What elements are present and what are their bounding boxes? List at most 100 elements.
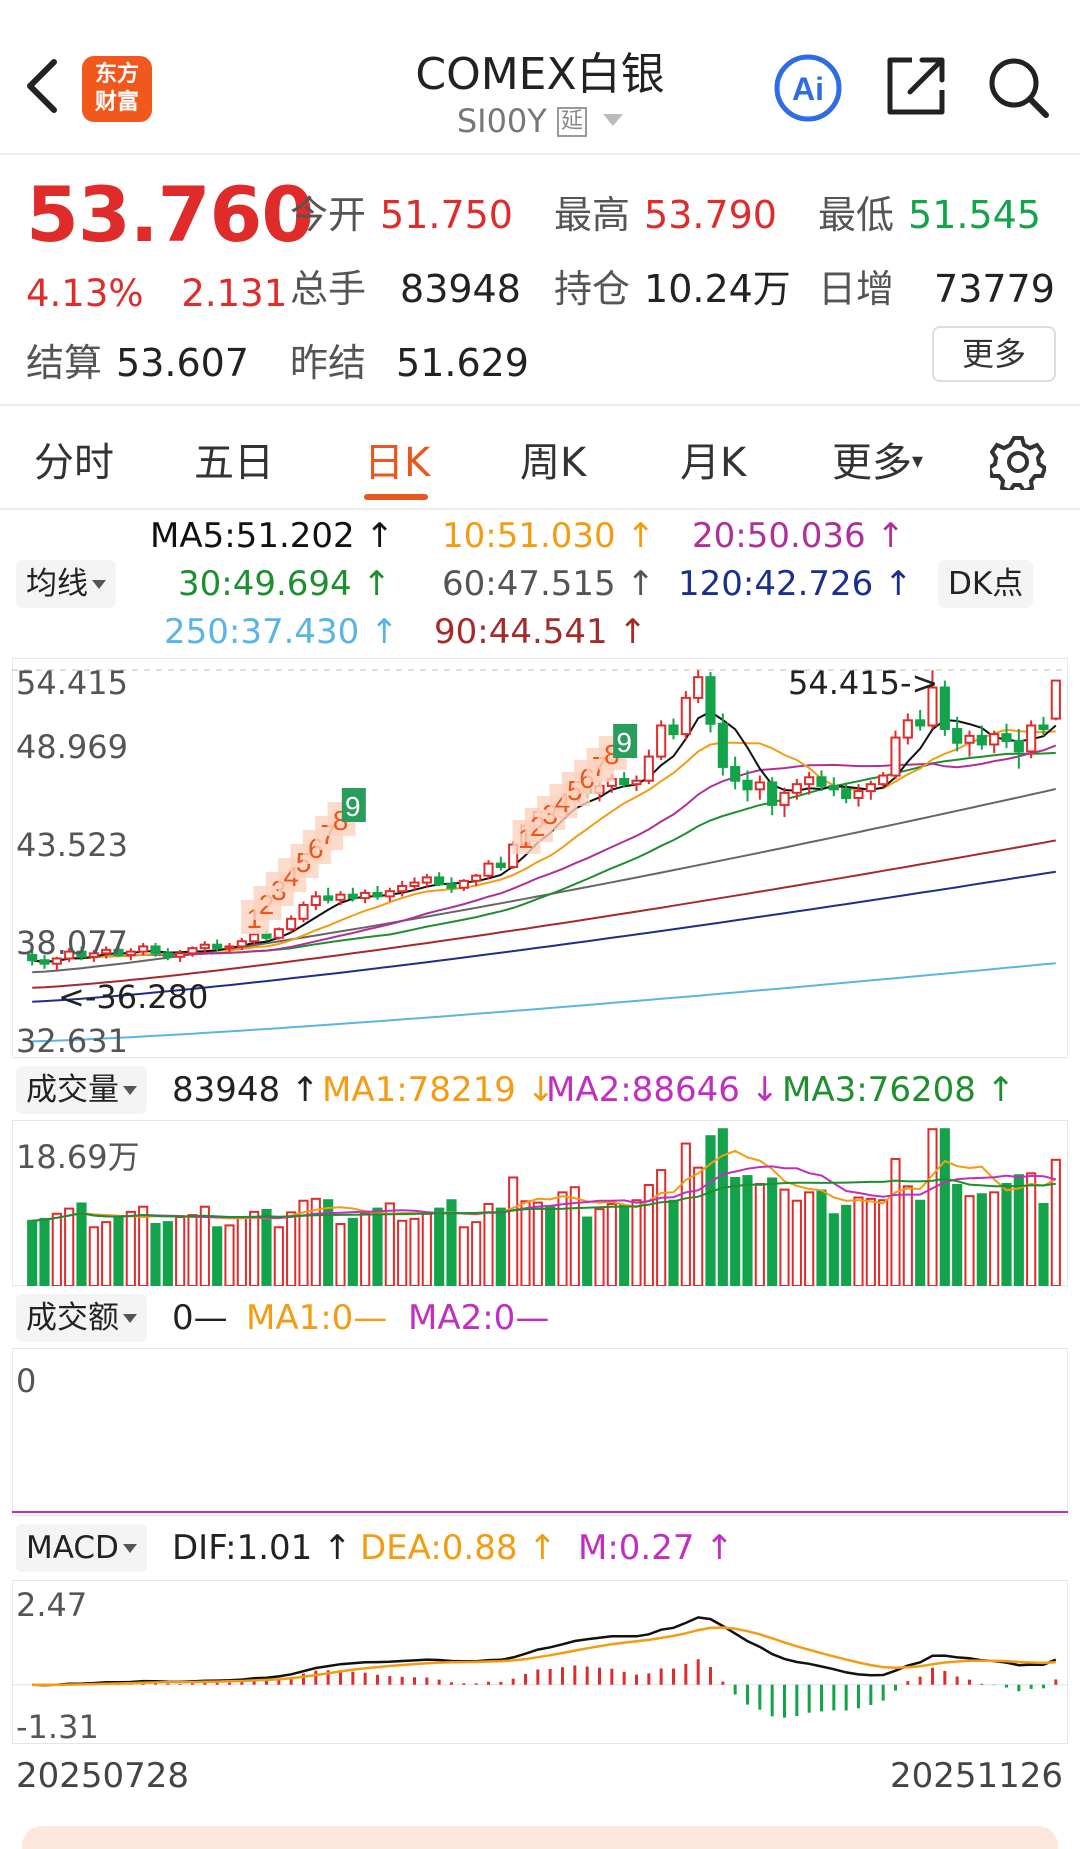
candle	[742, 779, 753, 791]
volume-bar	[212, 1226, 223, 1286]
candle	[754, 781, 765, 791]
settle-field: 结算 53.607	[26, 332, 249, 387]
symbol-selector[interactable]: SI00Y 延	[0, 102, 1080, 140]
candle	[816, 776, 827, 787]
volume-chart[interactable]	[12, 1120, 1068, 1286]
volume-ma2: MA2:88646 ↓	[546, 1070, 780, 1110]
candle	[199, 943, 210, 950]
volume-bar	[532, 1201, 543, 1286]
volume-bar	[557, 1191, 568, 1286]
candle	[150, 945, 161, 955]
candle	[1050, 679, 1061, 720]
high-value: 53.790	[644, 193, 777, 237]
tab-monthly-k[interactable]: 月K	[680, 440, 747, 486]
bottom-action-bar[interactable]	[22, 1826, 1058, 1849]
macd-dif: DIF:1.01 ↑	[172, 1528, 352, 1568]
candle	[939, 686, 950, 730]
volume-bar	[816, 1189, 827, 1286]
low-field: 最低 51.545	[818, 184, 1041, 239]
volume-bar	[409, 1217, 420, 1286]
low-label: 最低	[818, 193, 895, 237]
high-field: 最高 53.790	[554, 184, 777, 239]
turnover-chart[interactable]	[12, 1348, 1068, 1516]
active-tab-indicator	[364, 494, 428, 500]
candle	[323, 895, 334, 901]
dk-point-button[interactable]: DK点	[938, 560, 1034, 608]
volume-bar	[742, 1175, 753, 1286]
gear-icon[interactable]	[990, 434, 1046, 490]
volume-bar	[261, 1208, 272, 1286]
candle	[76, 950, 87, 958]
volume-bar	[384, 1202, 395, 1286]
volume-bar	[458, 1226, 469, 1286]
candle	[680, 696, 691, 736]
tab-more[interactable]: 更多▾	[832, 430, 923, 488]
turnover-selector-label: 成交额	[26, 1300, 119, 1336]
volume-bar	[360, 1212, 371, 1286]
candle	[730, 765, 741, 782]
price-axis-label: 38.077	[16, 924, 128, 962]
candle	[865, 783, 876, 793]
volume-bar	[804, 1191, 815, 1286]
candle	[113, 948, 124, 957]
share-icon[interactable]	[884, 54, 948, 118]
oi-value: 10.24万	[644, 267, 791, 311]
tab-daily-k[interactable]: 日K	[364, 440, 431, 486]
volume-bar	[51, 1212, 62, 1286]
td-nine-badge	[613, 724, 638, 758]
legend-ma250: 250:37.430 ↑	[164, 612, 399, 652]
volume-bar	[101, 1221, 112, 1286]
tab-weekly-k[interactable]: 周K	[520, 440, 587, 486]
period-tabs: 分时 五日 日K 周K 月K 更多▾	[0, 408, 1080, 508]
candle	[927, 686, 938, 727]
turnover-indicator-selector[interactable]: 成交额	[16, 1294, 147, 1342]
macd-chart[interactable]	[12, 1580, 1068, 1744]
back-icon[interactable]	[22, 56, 62, 116]
prev-settle-value: 51.629	[396, 341, 529, 385]
legend-ma5: MA5:51.202 ↑	[150, 516, 394, 556]
candle	[767, 781, 778, 806]
price-change: 4.13% 2.131	[26, 272, 313, 315]
symbol-code: SI00Y	[456, 102, 547, 140]
candle	[1013, 740, 1024, 753]
candle	[175, 952, 186, 958]
price-axis-label: 43.523	[16, 826, 128, 864]
macd-frame	[12, 1580, 1068, 1744]
volume-bar	[841, 1204, 852, 1286]
ai-icon[interactable]: Ai	[772, 52, 844, 124]
volume-ma1: MA1:78219 ↓	[322, 1070, 556, 1110]
search-icon[interactable]	[985, 54, 1051, 120]
ma-selector-label: 均线	[26, 566, 88, 602]
volume-ma1-line	[32, 1149, 1057, 1222]
volume-indicator-selector[interactable]: 成交量	[16, 1066, 147, 1114]
candle	[273, 928, 284, 939]
start-date: 20250728	[16, 1756, 190, 1796]
volume-bar	[471, 1221, 482, 1286]
quote-more-button[interactable]: 更多	[932, 326, 1056, 382]
volume-bar	[298, 1199, 309, 1286]
ma-selector[interactable]: 均线	[16, 560, 116, 608]
tab-five-day[interactable]: 五日	[194, 440, 274, 486]
candle	[779, 791, 790, 806]
macd-indicator-selector[interactable]: MACD	[16, 1524, 147, 1572]
volume-bar	[1038, 1202, 1049, 1286]
candle	[187, 947, 198, 955]
candle	[631, 779, 642, 786]
legend-ma10: 10:51.030 ↑	[442, 516, 655, 556]
candle	[976, 734, 987, 746]
volume-field: 总手 83948	[290, 258, 521, 313]
candle	[286, 917, 297, 931]
tab-intraday[interactable]: 分时	[34, 440, 114, 486]
volume-bar	[853, 1196, 864, 1286]
volume-bar	[175, 1216, 186, 1286]
high-label: 最高	[554, 193, 631, 237]
candle	[902, 719, 913, 739]
volume-bar	[619, 1204, 630, 1286]
volume-bar	[545, 1206, 556, 1286]
kline-chart[interactable]: 123456789123456789	[12, 658, 1068, 1058]
volume-bar	[717, 1128, 728, 1286]
volume-bar	[236, 1216, 247, 1286]
volume-value: 83948 ↑	[172, 1070, 320, 1110]
candle	[471, 874, 482, 882]
candle	[372, 891, 383, 898]
